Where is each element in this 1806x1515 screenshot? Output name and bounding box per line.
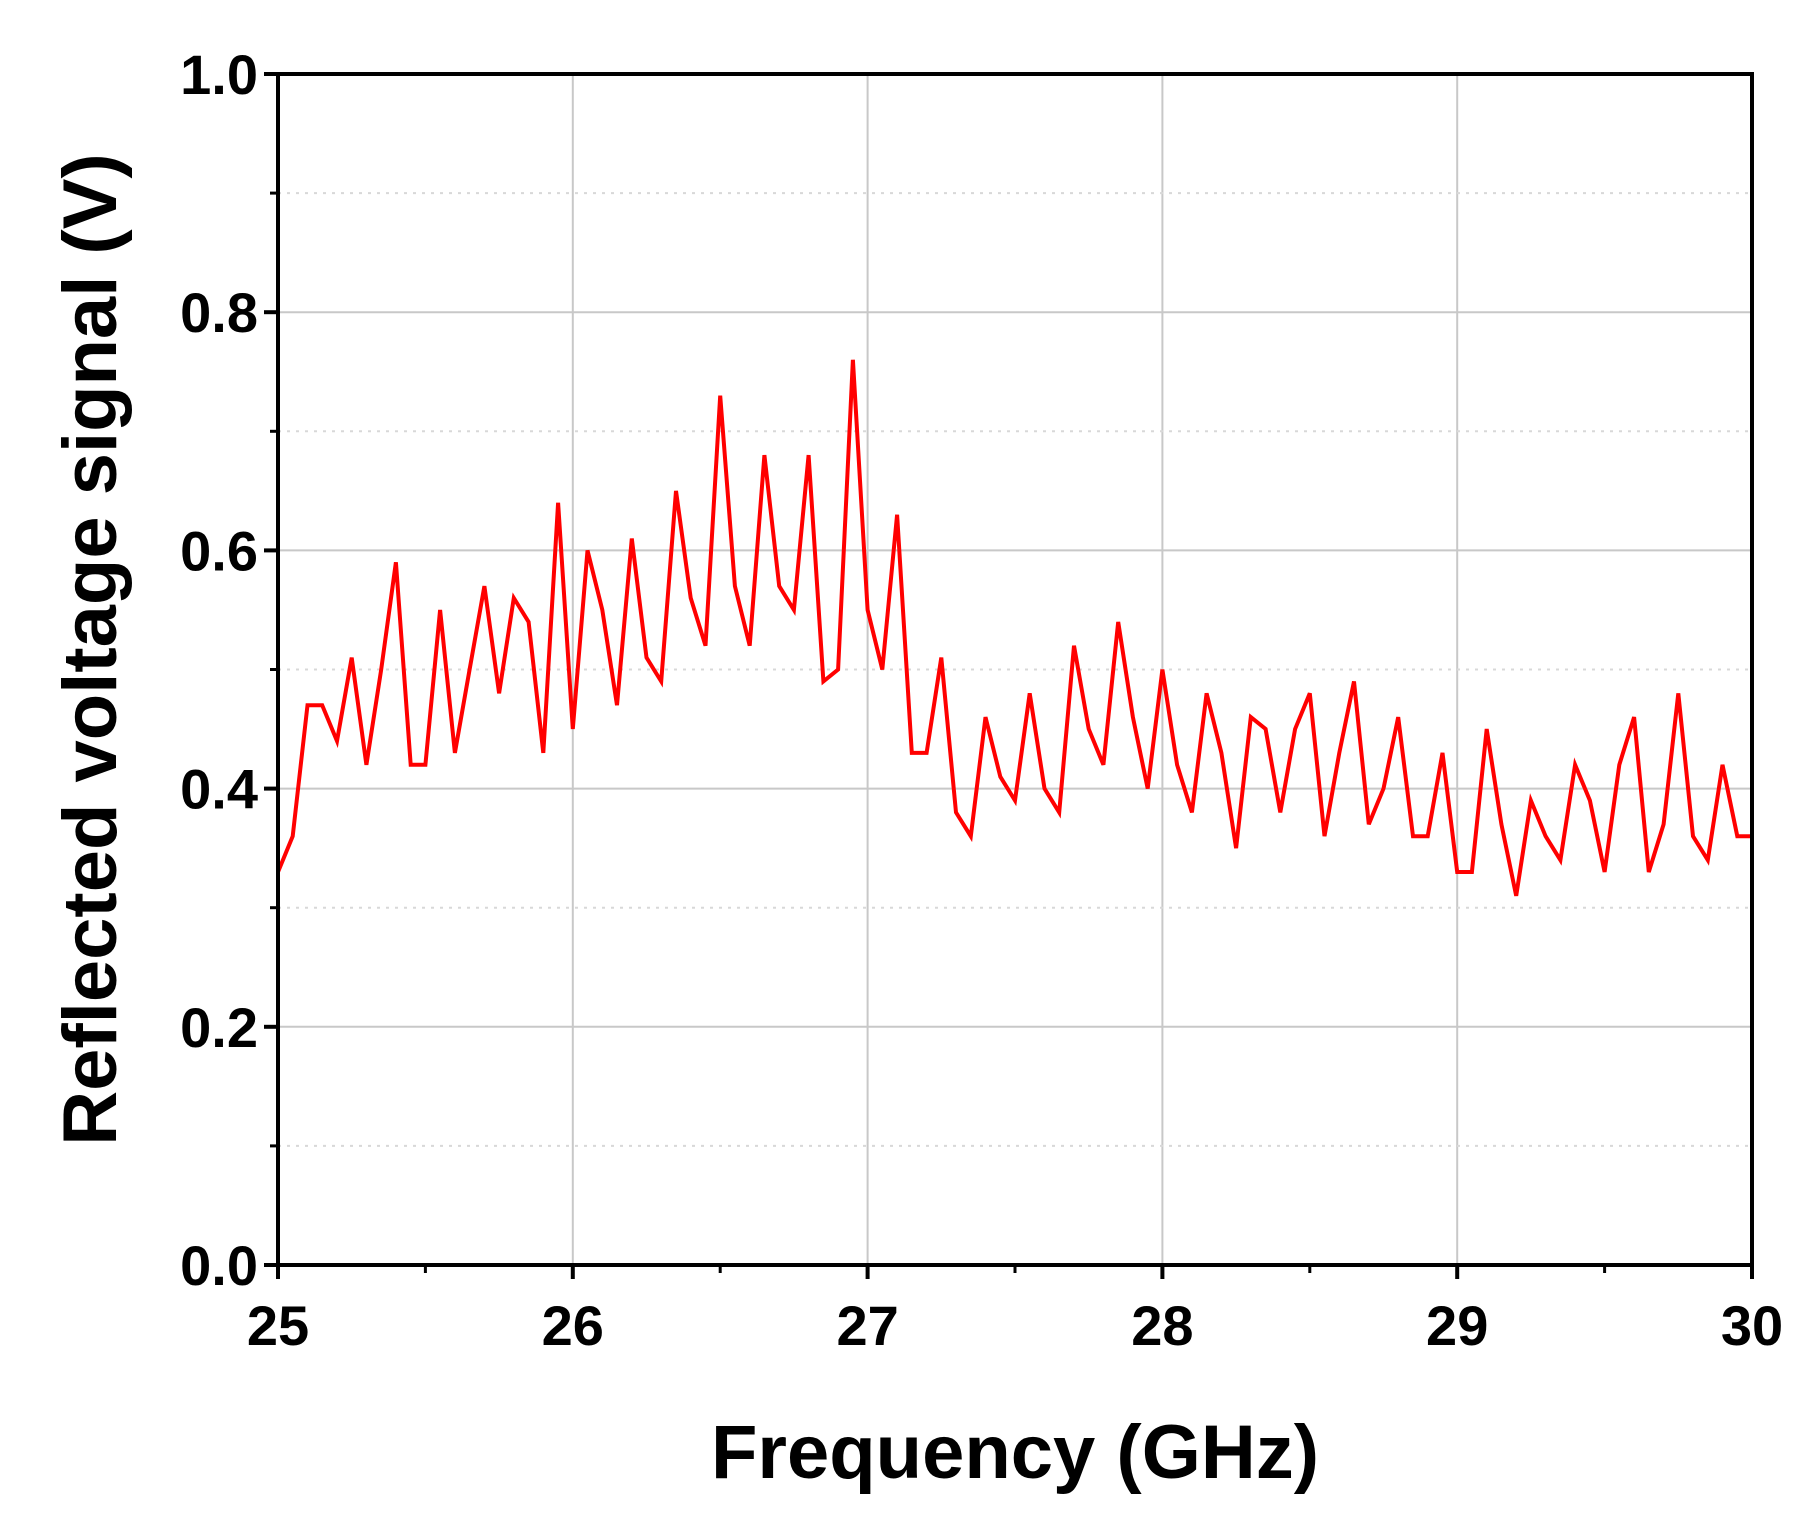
x-tick-label: 30 bbox=[1721, 1294, 1783, 1357]
x-tick-label: 27 bbox=[836, 1294, 898, 1357]
x-tick-label: 26 bbox=[542, 1294, 604, 1357]
plot-area bbox=[276, 359, 1752, 897]
y-tick-label: 0.2 bbox=[180, 996, 258, 1059]
y-tick-label: 0.6 bbox=[180, 519, 258, 582]
y-tick-label: 0.4 bbox=[180, 758, 258, 821]
y-tick-label: 0.0 bbox=[180, 1234, 258, 1297]
x-axis: 25 26 27 28 29 30 bbox=[247, 1265, 1783, 1357]
x-axis-title: Frequency (GHz) bbox=[711, 1410, 1319, 1495]
y-tick-label: 1.0 bbox=[180, 43, 258, 106]
x-tick-label: 28 bbox=[1131, 1294, 1193, 1357]
y-axis: 0.0 0.2 0.4 0.6 0.8 1.0 bbox=[180, 43, 278, 1297]
y-tick-label: 0.8 bbox=[180, 281, 258, 344]
x-tick-label: 29 bbox=[1426, 1294, 1488, 1357]
y-axis-title: Reflected voltage signal (V) bbox=[48, 153, 133, 1145]
x-tick-label: 25 bbox=[247, 1294, 309, 1357]
grid bbox=[278, 74, 1752, 1265]
series-line bbox=[276, 359, 1752, 897]
